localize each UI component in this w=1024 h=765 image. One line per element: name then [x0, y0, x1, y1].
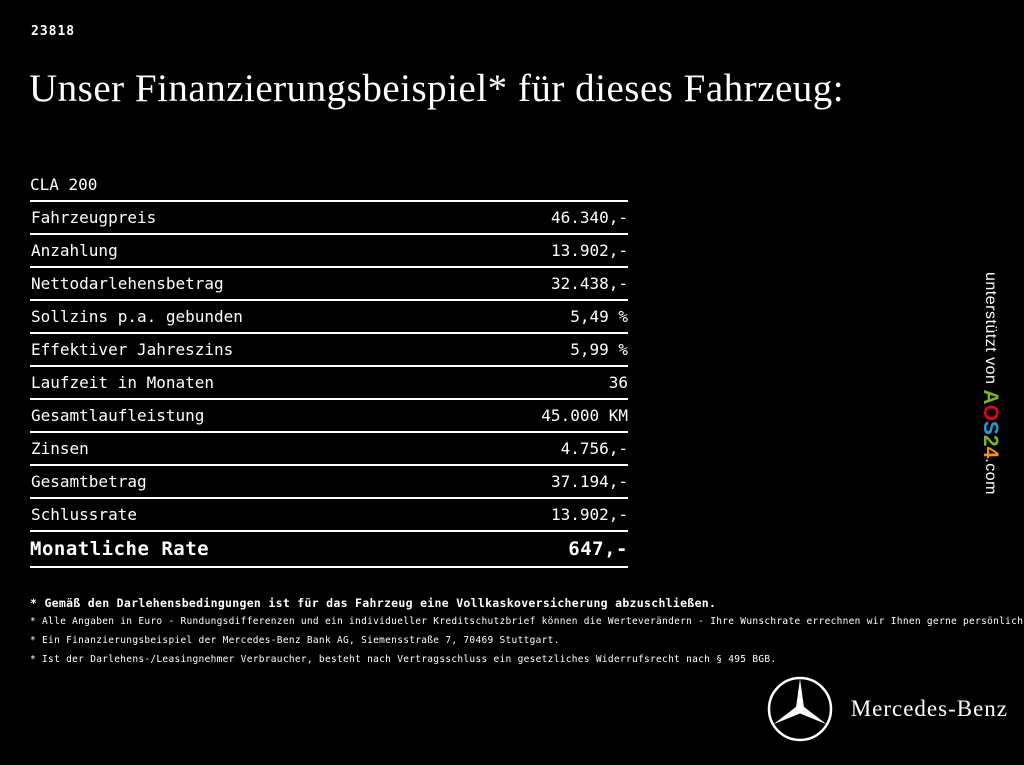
row-label: Effektiver Jahreszins	[31, 340, 234, 359]
footnote: * Ist der Darlehens-/Leasingnehmer Verbr…	[30, 654, 777, 665]
aos24-letter: 4	[979, 446, 1002, 459]
table-row: Zinsen 4.756,-	[30, 433, 628, 466]
row-value: 5,99 %	[570, 340, 628, 359]
credit-domain: .com	[982, 458, 999, 495]
row-label: Gesamtbetrag	[31, 472, 147, 491]
table-row: Laufzeit in Monaten 36	[30, 367, 628, 400]
table-row: Anzahlung 13.902,-	[30, 235, 628, 268]
aos24-letter: 2	[979, 434, 1002, 447]
mercedes-wordmark: Mercedes-Benz	[850, 696, 1008, 721]
row-label: Schlussrate	[31, 505, 137, 524]
table-row: Effektiver Jahreszins 5,99 %	[30, 334, 628, 367]
row-label: Anzahlung	[31, 241, 118, 260]
table-row: Nettodarlehensbetrag 32.438,-	[30, 268, 628, 301]
monthly-rate-row: Monatliche Rate 647,-	[30, 532, 628, 568]
table-row: Fahrzeugpreis 46.340,-	[30, 202, 628, 235]
row-value: 46.340,-	[550, 208, 628, 227]
table-row: Sollzins p.a. gebunden 5,49 %	[30, 301, 628, 334]
row-label: Sollzins p.a. gebunden	[31, 307, 243, 326]
mercedes-star-icon	[765, 674, 835, 744]
sidebar-credit: unterstützt von AOS24.com	[978, 272, 1002, 495]
aos24-letter: S	[979, 420, 1002, 435]
row-label: Fahrzeugpreis	[31, 208, 157, 227]
row-value: 37.194,-	[550, 472, 628, 491]
row-value: 45.000 KM	[541, 406, 628, 425]
credit-prefix: unterstützt von	[982, 272, 999, 390]
aos24-letter: A	[979, 389, 1002, 405]
row-label: Nettodarlehensbetrag	[31, 274, 224, 293]
table-row: Gesamtbetrag 37.194,-	[30, 466, 628, 499]
row-value: 32.438,-	[550, 274, 628, 293]
row-label: Zinsen	[31, 439, 89, 458]
table-row: Schlussrate 13.902,-	[30, 499, 628, 532]
monthly-rate-value: 647,-	[568, 538, 628, 560]
mercedes-brand-lockup: Mercedes-Benz	[765, 674, 1008, 744]
row-value: 13.902,-	[550, 505, 628, 524]
table-row: Gesamtlaufleistung 45.000 KM	[30, 400, 628, 433]
reference-number: 23818	[31, 24, 76, 39]
footnote: * Alle Angaben in Euro - Rundungsdiffere…	[30, 616, 1024, 627]
row-value: 5,49 %	[570, 307, 628, 326]
monthly-rate-label: Monatliche Rate	[30, 538, 210, 560]
row-label: Laufzeit in Monaten	[31, 373, 215, 392]
row-value: 13.902,-	[550, 241, 628, 260]
footnotes: * Gemäß den Darlehensbedingungen ist für…	[30, 596, 1024, 673]
aos24-logo: AOS24	[979, 389, 1002, 458]
row-value: 36	[608, 373, 628, 392]
finance-table-rows: Fahrzeugpreis 46.340,- Anzahlung 13.902,- Ne…	[30, 202, 628, 532]
row-label: Gesamtlaufleistung	[31, 406, 205, 425]
vehicle-model: CLA 200	[30, 172, 628, 202]
aos24-letter: O	[979, 404, 1002, 421]
finance-table: CLA 200 Fahrzeugpreis 46.340,- Anzahlung 13…	[30, 172, 628, 568]
footnote: * Ein Finanzierungsbeispiel der Mercedes…	[30, 635, 560, 646]
page-title: Unser Finanzierungsbeispiel* für dieses …	[29, 67, 845, 110]
footnote: * Gemäß den Darlehensbedingungen ist für…	[30, 596, 717, 610]
row-value: 4.756,-	[560, 439, 628, 458]
